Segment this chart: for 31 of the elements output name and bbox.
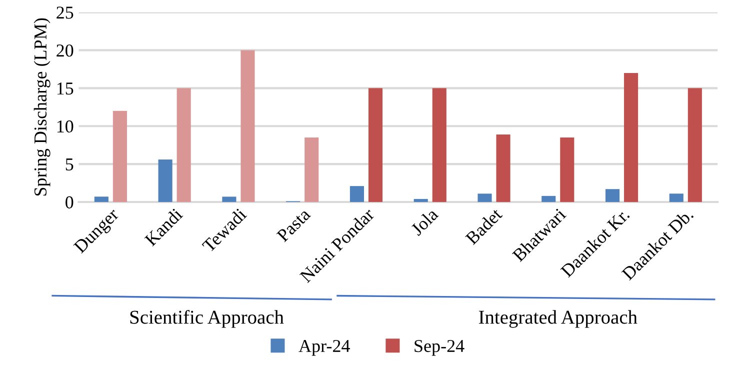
y-tick-label: 15 (57, 82, 74, 95)
bar (414, 198, 428, 202)
bar (605, 189, 620, 202)
y-tick-label: 5 (66, 158, 74, 170)
bar (304, 137, 319, 202)
bar (560, 137, 574, 202)
bar (478, 194, 492, 202)
bar (94, 196, 108, 202)
bar (222, 196, 236, 202)
bar (176, 88, 191, 202)
bar (158, 160, 172, 202)
bar (624, 72, 638, 202)
y-tick-label: 20 (56, 44, 74, 57)
legend-label: Sep-24 (414, 340, 464, 356)
y-tick-label: 25 (56, 6, 74, 19)
bar (542, 196, 556, 202)
bar (112, 110, 127, 202)
x-tick-label: Jola (410, 207, 439, 236)
bar (496, 134, 510, 202)
text: Scientific Approach (130, 310, 284, 328)
y-tick-label: 10 (57, 120, 74, 133)
bar (240, 50, 255, 202)
bar (688, 88, 702, 202)
y-axis-title: Spring Discharge (LPM) (34, 18, 50, 196)
bar (350, 186, 364, 202)
text: Integrated Approach (478, 310, 638, 328)
bar (368, 88, 383, 202)
bar (432, 88, 446, 202)
y-tick-label: 0 (66, 196, 74, 208)
legend-label: Apr-24 (298, 340, 350, 356)
bar (669, 194, 684, 202)
